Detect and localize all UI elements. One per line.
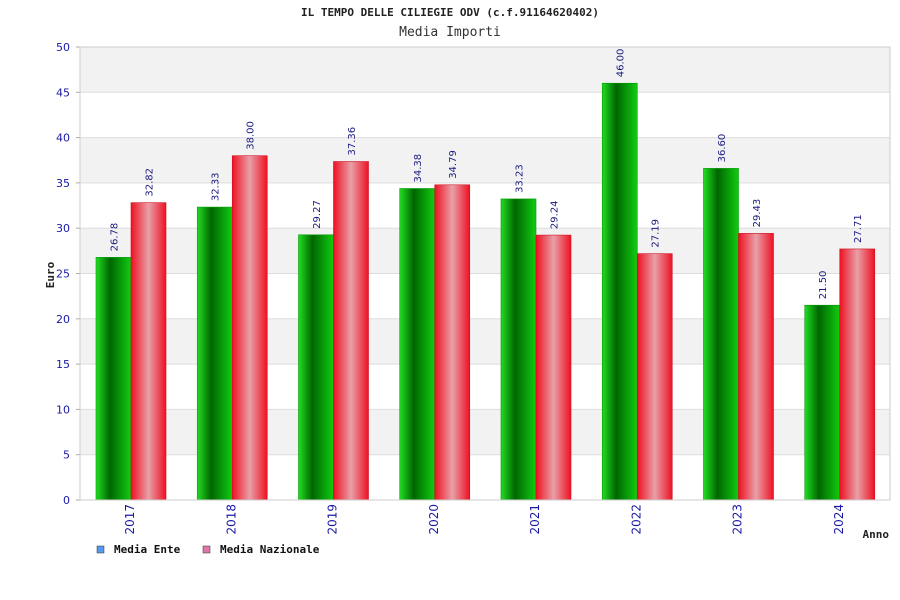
bars xyxy=(95,82,876,501)
bar-media-nazionale-2017 xyxy=(130,202,167,501)
legend-swatch-media-ente xyxy=(96,545,105,554)
grid-band xyxy=(80,47,890,93)
x-tick-label: 2019 xyxy=(326,504,340,535)
x-tick-label: 2018 xyxy=(224,504,238,535)
grid-band xyxy=(80,137,890,183)
data-label: 27.71 xyxy=(853,214,864,243)
x-tick-label: 2021 xyxy=(528,504,542,535)
y-tick-label: 0 xyxy=(63,494,70,507)
plot-border xyxy=(79,46,891,501)
bar-media-ente-2024 xyxy=(804,304,841,501)
data-label: 32.82 xyxy=(145,168,156,197)
y-tick-label: 20 xyxy=(56,313,70,326)
y-tick-label: 25 xyxy=(56,268,70,281)
bar-media-nazionale-2020 xyxy=(434,184,471,501)
bar-media-nazionale-2018 xyxy=(231,155,268,501)
y-tick-label: 35 xyxy=(56,177,70,190)
data-label: 34.38 xyxy=(413,154,424,183)
bar-media-ente-2023 xyxy=(703,168,739,501)
chart-title: IL TEMPO DELLE CILIEGIE ODV (c.f.9116462… xyxy=(300,6,599,19)
labels: 0 5 10 15 20 25 30 35 40 45 50 26.78 32.82 2017 32.33 3… xyxy=(56,41,864,535)
x-tick-label: 2020 xyxy=(427,504,441,535)
data-label: 29.24 xyxy=(550,200,561,229)
legend-label-media-ente: Media Ente xyxy=(114,543,181,556)
y-tick-label: 15 xyxy=(56,358,70,371)
bar-media-nazionale-2023 xyxy=(738,233,774,501)
x-axis-label: Anno xyxy=(863,528,890,541)
bar-media-ente-2021 xyxy=(500,198,537,501)
data-label: 34.79 xyxy=(448,150,459,179)
bar-media-nazionale-2019 xyxy=(333,161,369,501)
x-tick-label: 2023 xyxy=(731,504,745,535)
data-label: 37.36 xyxy=(347,127,358,156)
data-label: 27.19 xyxy=(651,219,662,248)
legend-swatch-media-nazionale xyxy=(202,545,211,554)
y-tick-label: 5 xyxy=(63,449,70,462)
data-label: 36.60 xyxy=(717,134,728,163)
y-tick-label: 40 xyxy=(56,132,70,145)
bar-media-nazionale-2022 xyxy=(636,253,673,501)
data-label: 29.27 xyxy=(312,200,323,229)
data-label: 29.43 xyxy=(752,199,763,228)
data-label: 26.78 xyxy=(110,223,121,252)
bar-media-ente-2017 xyxy=(95,257,132,501)
data-label: 33.23 xyxy=(515,164,526,193)
legend-label-media-nazionale: Media Nazionale xyxy=(220,543,320,556)
data-label: 38.00 xyxy=(246,121,257,150)
data-label: 46.00 xyxy=(616,49,627,78)
bar-media-ente-2020 xyxy=(399,188,436,501)
chart-subtitle: Media Importi xyxy=(399,25,501,40)
bar-media-ente-2019 xyxy=(298,234,334,501)
x-tick-label: 2024 xyxy=(832,504,846,535)
bar-media-nazionale-2024 xyxy=(839,248,876,501)
bar-media-ente-2022 xyxy=(601,82,638,501)
x-tick-label: 2022 xyxy=(629,504,643,535)
y-tick-label: 30 xyxy=(56,222,70,235)
x-tick-label: 2017 xyxy=(123,504,137,535)
bar-media-ente-2018 xyxy=(196,206,233,501)
axes xyxy=(76,46,891,501)
data-label: 32.33 xyxy=(211,172,222,201)
y-tick-label: 10 xyxy=(56,403,70,416)
data-label: 21.50 xyxy=(818,271,829,300)
y-tick-label: 50 xyxy=(56,41,70,54)
y-axis-label: Euro xyxy=(44,261,57,288)
legend: Media Ente Media Nazionale xyxy=(96,543,320,556)
bar-media-nazionale-2021 xyxy=(535,234,572,501)
y-tick-label: 45 xyxy=(56,86,70,99)
